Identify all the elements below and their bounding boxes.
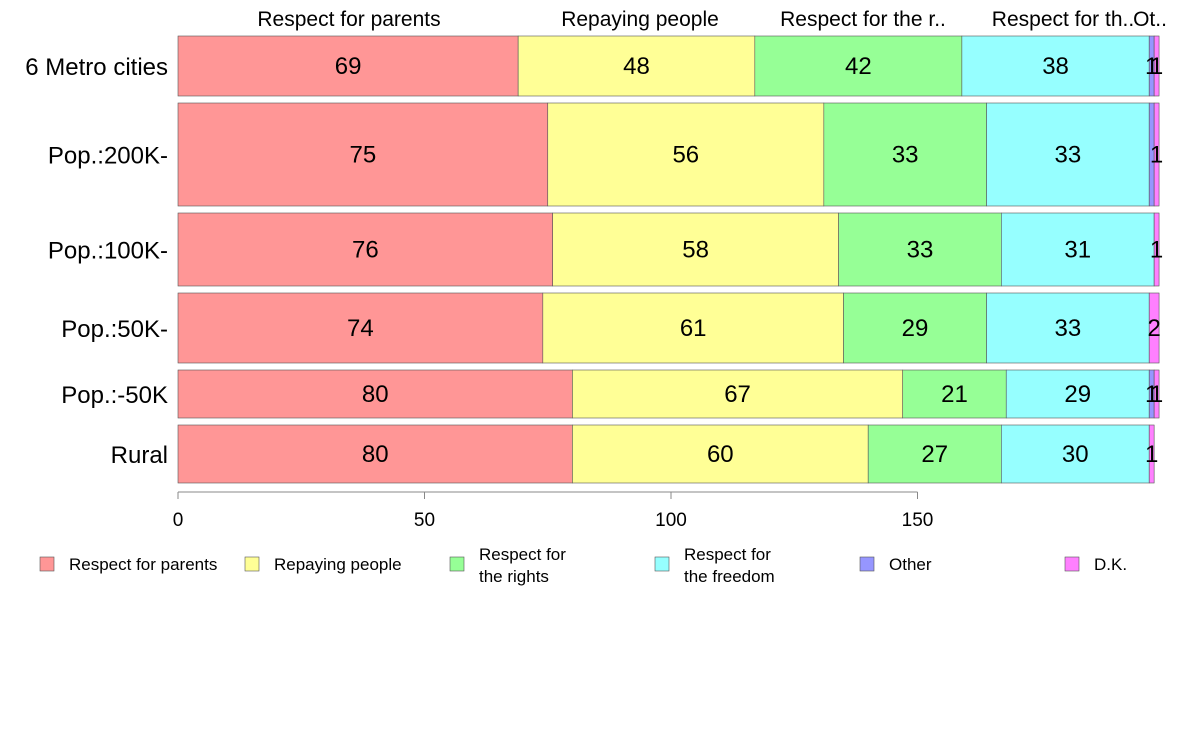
data-label-6-row-2: 1 [1150, 142, 1163, 169]
data-label-6-row-6: 1 [1145, 441, 1158, 468]
data-label-1-row-4: 74 [347, 315, 374, 342]
data-label-3-row-2: 33 [892, 142, 919, 169]
bar-4-row-4 [986, 292, 1150, 364]
data-label-6-row-3: 1 [1150, 237, 1163, 264]
data-label-3-row-6: 27 [921, 441, 948, 468]
data-label-3-row-4: 29 [902, 315, 929, 342]
series-header-1: Respect for parents [257, 8, 440, 31]
x-tick-label-1: 0 [173, 510, 184, 531]
data-label-3-row-1: 42 [845, 53, 872, 80]
legend-label-1-1: Respect for parents [69, 555, 217, 574]
bar-4-row-6 [1001, 424, 1150, 484]
bar-6-row-6 [1148, 424, 1155, 484]
legend-swatch-1 [39, 556, 55, 572]
data-label-3-row-5: 21 [941, 381, 968, 408]
category-label-6: Rural [111, 442, 168, 469]
bar-3-row-6 [867, 424, 1002, 484]
data-label-1-row-1: 69 [335, 53, 362, 80]
data-label-1-row-5: 80 [362, 381, 389, 408]
legend-label-4-1: Respect for [684, 545, 771, 564]
legend-swatch-2 [244, 556, 260, 572]
category-label-3: Pop.:100K- [48, 238, 168, 265]
data-label-1-row-6: 80 [362, 441, 389, 468]
legend-swatch-6 [1064, 556, 1080, 572]
x-tick-label-3: 100 [655, 510, 687, 531]
data-label-4-row-3: 31 [1064, 237, 1091, 264]
bar-3-row-3 [838, 212, 1002, 287]
x-tick-label-4: 150 [902, 510, 934, 531]
data-label-4-row-4: 33 [1055, 315, 1082, 342]
data-label-2-row-4: 61 [680, 315, 707, 342]
series-header-4: Respect for th.. [992, 8, 1134, 31]
data-label-6-row-1: 1 [1150, 53, 1163, 80]
legend-item-5: Other [859, 555, 932, 574]
data-label-2-row-5: 67 [724, 381, 751, 408]
bar-1-row-6 [177, 424, 573, 484]
bar-3-row-5 [902, 369, 1007, 419]
bar-6-row-1 [1153, 35, 1160, 97]
x-tick-label-2: 50 [414, 510, 435, 531]
data-label-2-row-3: 58 [682, 237, 709, 264]
data-label-4-row-5: 29 [1064, 381, 1091, 408]
data-label-4-row-2: 33 [1055, 142, 1082, 169]
bar-2-row-2 [547, 102, 825, 207]
legend-label-6-1: D.K. [1094, 555, 1127, 574]
data-label-1-row-3: 76 [352, 237, 379, 264]
data-label-2-row-2: 56 [672, 142, 699, 169]
legend-item-1: Respect for parents [39, 555, 217, 574]
bar-6-row-2 [1153, 102, 1160, 207]
data-label-6-row-4: 2 [1147, 315, 1160, 342]
bar-2-row-3 [552, 212, 839, 287]
legend-item-4: Respect for the freedom [654, 545, 775, 586]
legend-item-3: Respect for the rights [449, 545, 566, 586]
legend-swatch-5 [859, 556, 875, 572]
bar-1-row-2 [177, 102, 549, 207]
category-label-2: Pop.:200K- [48, 143, 168, 170]
data-label-1-row-2: 75 [350, 142, 377, 169]
bar-1-row-4 [177, 292, 544, 364]
bar-3-row-2 [823, 102, 987, 207]
legend-label-4-2: the freedom [684, 567, 775, 586]
legend-swatch-3 [449, 556, 465, 572]
bar-1-row-5 [177, 369, 573, 419]
legend-label-3-1: Respect for [479, 545, 566, 564]
legend-label-3-2: the rights [479, 567, 549, 586]
bar-2-row-4 [542, 292, 844, 364]
legend-swatch-4 [654, 556, 670, 572]
data-label-6-row-5: 1 [1150, 381, 1163, 408]
bar-6-row-3 [1153, 212, 1160, 287]
series-header-5: Ot.. [1133, 8, 1167, 31]
category-label-4: Pop.:50K- [61, 316, 168, 343]
legend-item-2: Repaying people [244, 555, 402, 574]
series-header-2: Repaying people [561, 8, 719, 31]
bar-3-row-1 [754, 35, 963, 97]
data-label-2-row-6: 60 [707, 441, 734, 468]
bar-6-row-4 [1148, 292, 1160, 364]
bar-4-row-1 [961, 35, 1150, 97]
data-label-2-row-1: 48 [623, 53, 650, 80]
data-label-3-row-3: 33 [907, 237, 934, 264]
bar-2-row-5 [572, 369, 904, 419]
data-label-4-row-6: 30 [1062, 441, 1089, 468]
category-label-5: Pop.:-50K [61, 382, 168, 409]
bar-2-row-6 [572, 424, 869, 484]
bar-2-row-1 [517, 35, 756, 97]
series-header-3: Respect for the r.. [780, 8, 946, 31]
category-label-1: 6 Metro cities [25, 54, 168, 81]
bar-1-row-1 [177, 35, 519, 97]
legend-item-6: D.K. [1064, 555, 1127, 574]
legend-label-2-1: Repaying people [274, 555, 402, 574]
bar-1-row-3 [177, 212, 553, 287]
legend-label-5-1: Other [889, 555, 932, 574]
bar-3-row-4 [843, 292, 987, 364]
data-label-4-row-1: 38 [1042, 53, 1069, 80]
bar-4-row-3 [1001, 212, 1155, 287]
bar-6-row-5 [1153, 369, 1160, 419]
bar-4-row-5 [1005, 369, 1150, 419]
